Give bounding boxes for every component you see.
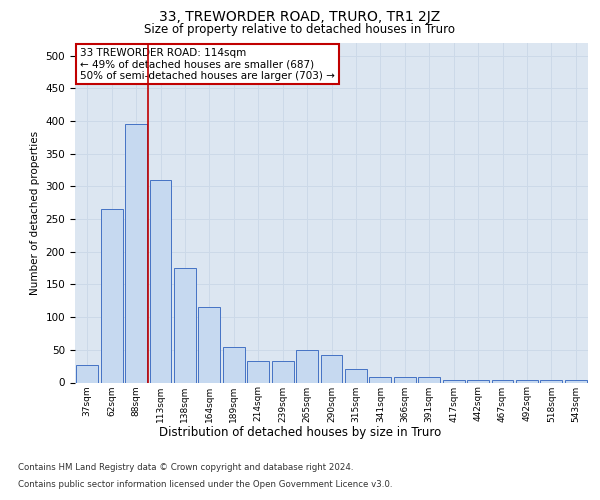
- Bar: [516, 380, 538, 382]
- Text: Distribution of detached houses by size in Truro: Distribution of detached houses by size …: [159, 426, 441, 439]
- Bar: [541, 380, 562, 382]
- Text: 33, TREWORDER ROAD, TRURO, TR1 2JZ: 33, TREWORDER ROAD, TRURO, TR1 2JZ: [160, 10, 440, 24]
- Bar: [370, 378, 391, 382]
- Bar: [418, 378, 440, 382]
- Y-axis label: Number of detached properties: Number of detached properties: [30, 130, 40, 294]
- Bar: [320, 355, 343, 382]
- Bar: [394, 378, 416, 382]
- Bar: [491, 380, 514, 382]
- Text: Size of property relative to detached houses in Truro: Size of property relative to detached ho…: [145, 22, 455, 36]
- Bar: [199, 308, 220, 382]
- Bar: [467, 380, 489, 382]
- Bar: [174, 268, 196, 382]
- Bar: [565, 380, 587, 382]
- Bar: [125, 124, 147, 382]
- Bar: [76, 365, 98, 382]
- Bar: [345, 370, 367, 382]
- Text: 33 TREWORDER ROAD: 114sqm
← 49% of detached houses are smaller (687)
50% of semi: 33 TREWORDER ROAD: 114sqm ← 49% of detac…: [80, 48, 335, 81]
- Bar: [272, 361, 293, 382]
- Text: Contains public sector information licensed under the Open Government Licence v3: Contains public sector information licen…: [18, 480, 392, 489]
- Bar: [223, 346, 245, 382]
- Text: Contains HM Land Registry data © Crown copyright and database right 2024.: Contains HM Land Registry data © Crown c…: [18, 462, 353, 471]
- Bar: [101, 209, 122, 382]
- Bar: [247, 361, 269, 382]
- Bar: [443, 380, 464, 382]
- Bar: [149, 180, 172, 382]
- Bar: [296, 350, 318, 382]
